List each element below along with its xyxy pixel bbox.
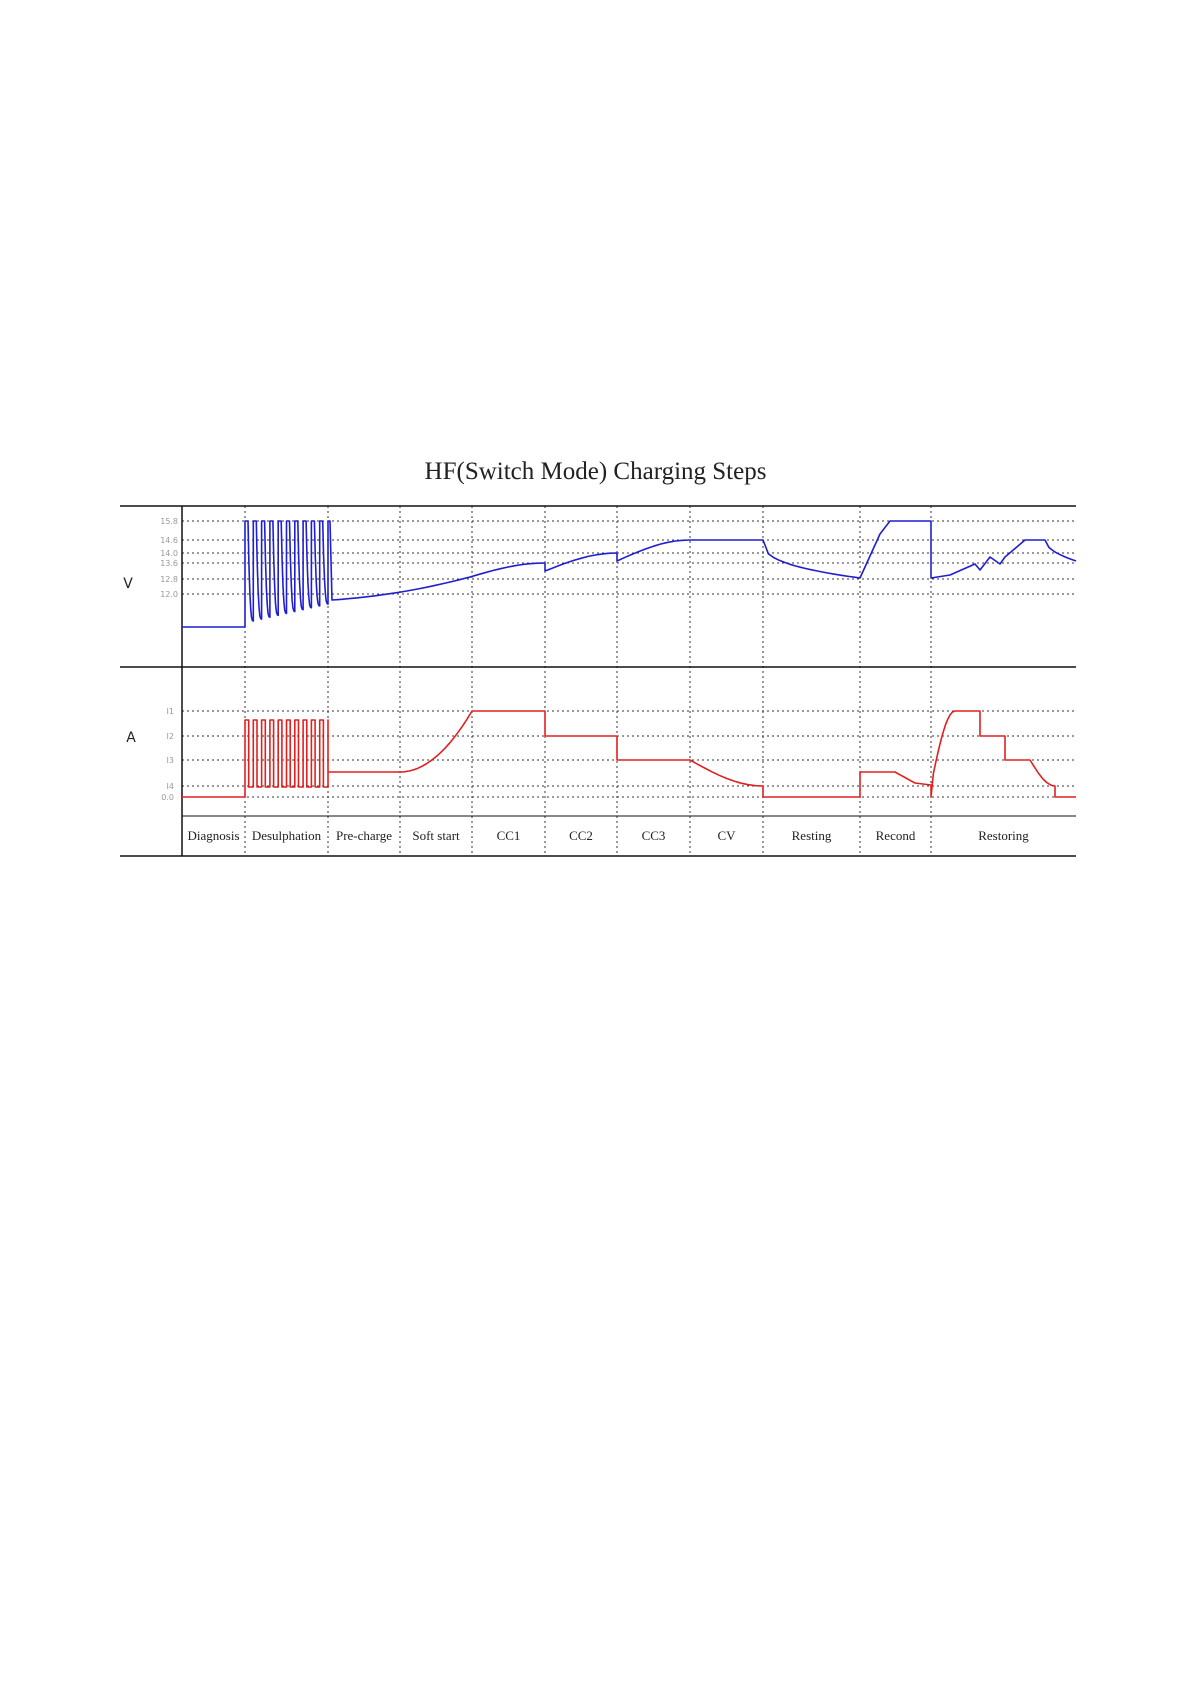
- chart-title: HF(Switch Mode) Charging Steps: [424, 458, 767, 485]
- voltage-tick-label: 12.0: [160, 590, 178, 599]
- phase-label: CC1: [497, 828, 521, 843]
- voltage-tick-label: 13.6: [160, 559, 178, 568]
- phase-labels: Diagnosis Desulphation Pre-charge Soft star…: [188, 828, 1030, 843]
- voltage-axis-label: V: [123, 576, 133, 592]
- current-ticks: I1 I2 I3 I4 0.0: [161, 707, 174, 802]
- voltage-tick-label: 15.8: [160, 517, 178, 526]
- phase-label: Restoring: [978, 828, 1029, 843]
- phase-label: Pre-charge: [336, 828, 392, 843]
- chart-frame: [120, 505, 1076, 857]
- voltage-tick-label: 14.6: [160, 536, 178, 545]
- current-series-line: [182, 710, 1076, 798]
- current-tick-label: 0.0: [161, 793, 174, 802]
- phase-label: Desulphation: [252, 828, 322, 843]
- phase-label: CV: [717, 828, 736, 843]
- current-tick-label: I3: [167, 756, 174, 765]
- phase-label: Diagnosis: [188, 828, 240, 843]
- voltage-ticks: 15.8 14.6 14.013.6 12.8 12.0: [160, 517, 178, 599]
- phase-label: CC2: [569, 828, 593, 843]
- phase-label: CC3: [642, 828, 666, 843]
- current-tick-label: I1: [167, 707, 174, 716]
- current-tick-label: I2: [167, 732, 174, 741]
- phase-label: Resting: [792, 828, 832, 843]
- voltage-tick-label: 12.8: [160, 575, 178, 584]
- voltage-series-line: [182, 520, 1077, 628]
- current-axis-label: A: [126, 730, 136, 746]
- current-tick-label: I4: [167, 782, 174, 791]
- phase-label: Recond: [876, 828, 916, 843]
- voltage-tick-label: 14.0: [160, 549, 178, 558]
- phase-label: Soft start: [412, 828, 460, 843]
- grid: [182, 506, 1076, 856]
